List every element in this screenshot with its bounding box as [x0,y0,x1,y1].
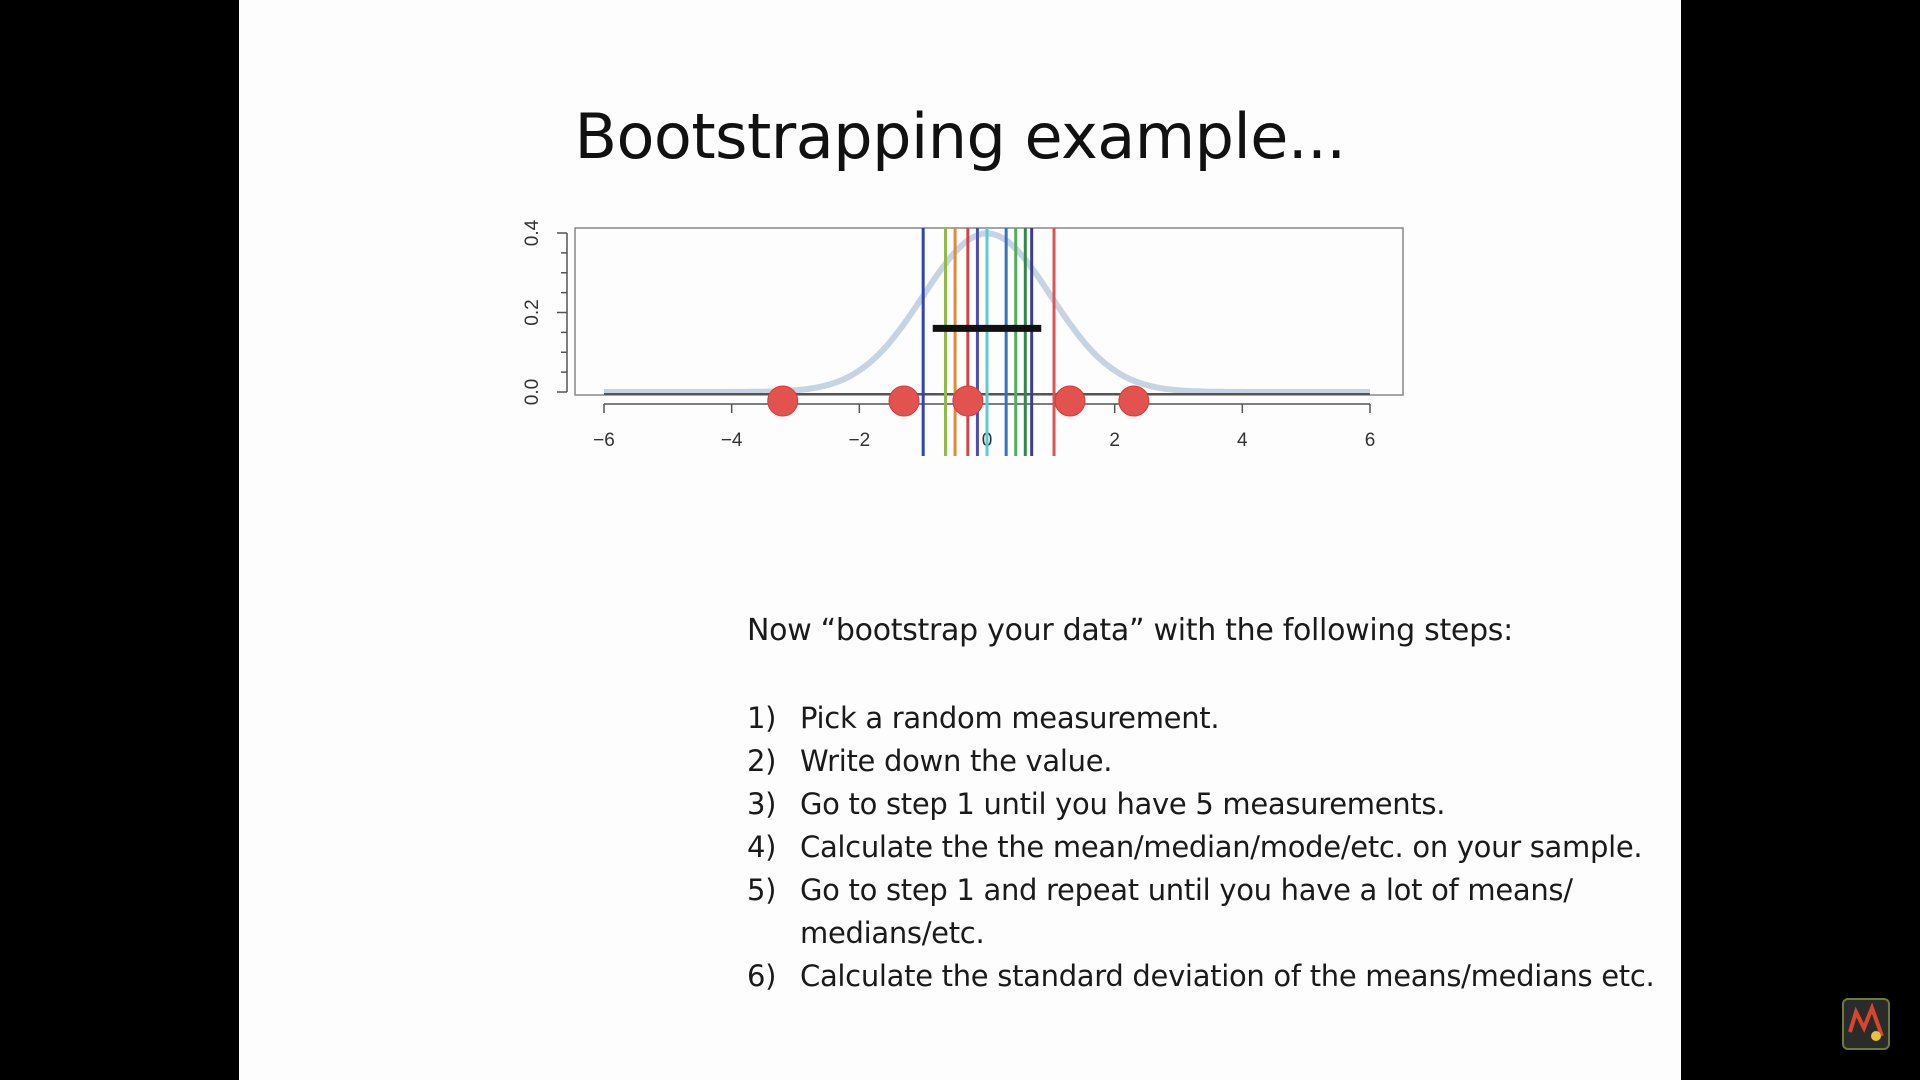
step-text: Write down the value. [800,744,1113,778]
x-tick-label: 6 [1365,430,1376,451]
step-item: 6) Calculate the standard deviation of t… [747,955,1700,998]
channel-logo-icon [1842,998,1890,1050]
x-tick-label: −6 [593,430,615,451]
measurement-point [952,385,984,417]
intro-text: Now “bootstrap your data” with the follo… [747,613,1513,648]
step-text: Pick a random measurement. [800,701,1220,735]
step-text: Go to step 1 and repeat until you have a… [800,873,1573,950]
step-text: Calculate the the mean/median/mode/etc. … [800,830,1643,864]
step-item: 1) Pick a random measurement. [747,697,1700,740]
x-tick-label: −4 [721,430,743,451]
y-tick-label: 0.4 [522,219,543,246]
step-item: 2) Write down the value. [747,740,1700,783]
x-tick-label: 4 [1237,430,1248,451]
plot-frame [574,227,1404,396]
steps-list: 1) Pick a random measurement. 2) Write d… [747,697,1700,998]
measurement-point [1118,385,1150,417]
slide: Bootstrapping example... −6−4−202460.00.… [239,0,1681,1080]
measurement-point [1054,385,1086,417]
step-number: 4) [747,830,777,864]
bootstrap-plot: −6−4−202460.00.20.4 [522,219,1404,456]
measurement-point [888,385,920,417]
y-tick-label: 0.2 [522,299,543,325]
y-tick-label: 0.0 [522,379,543,405]
step-text: Go to step 1 until you have 5 measuremen… [800,787,1446,821]
step-number: 6) [747,959,777,993]
step-item: 3) Go to step 1 until you have 5 measure… [747,783,1700,826]
step-number: 3) [747,787,777,821]
x-tick-label: 2 [1109,430,1120,451]
x-tick-label: −2 [848,430,870,451]
step-item: 4) Calculate the the mean/median/mode/et… [747,826,1700,869]
step-number: 5) [747,873,777,907]
measurement-point [767,385,799,417]
step-number: 1) [747,701,777,735]
slide-title: Bootstrapping example... [574,100,1346,173]
step-item: 5) Go to step 1 and repeat until you hav… [747,869,1700,955]
step-text: Calculate the standard deviation of the … [800,959,1655,993]
step-number: 2) [747,744,777,778]
